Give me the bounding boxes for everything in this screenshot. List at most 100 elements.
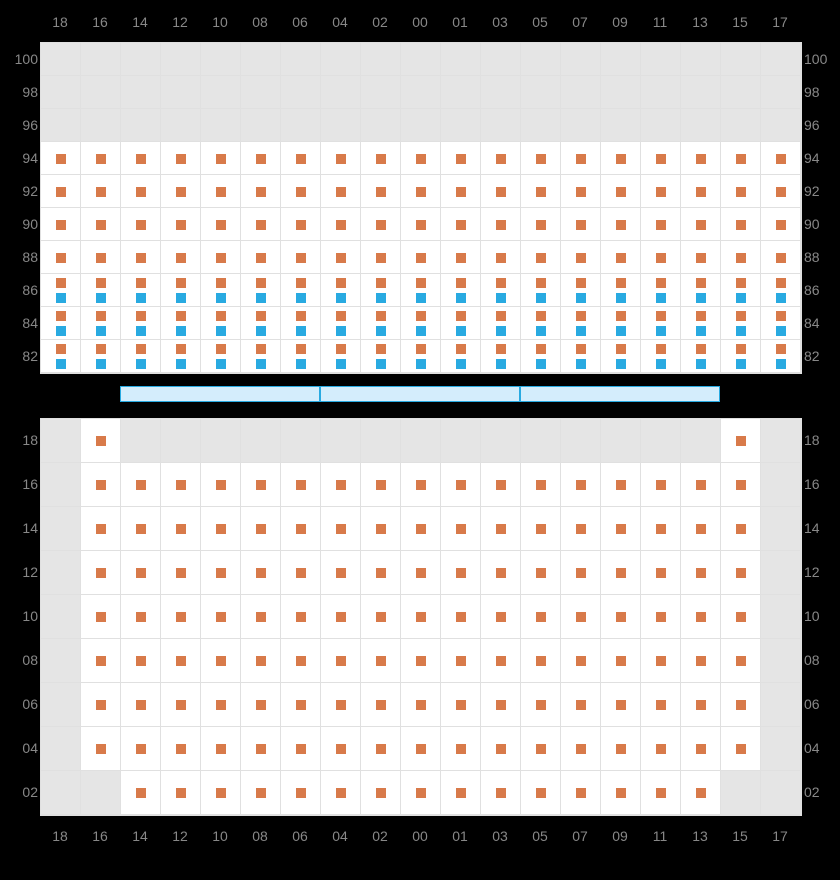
seat-marker-orange: [376, 187, 386, 197]
seat-marker-orange: [456, 480, 466, 490]
row-label-left: 08: [2, 652, 38, 668]
col-label-top: 00: [400, 14, 440, 30]
row-label-left: 90: [2, 216, 38, 232]
seat-marker-orange: [536, 154, 546, 164]
grid-cell: [681, 43, 721, 76]
seat-marker-orange: [416, 154, 426, 164]
seat-marker-orange: [656, 311, 666, 321]
seat-marker-orange: [616, 480, 626, 490]
seat-marker-orange: [176, 311, 186, 321]
seat-marker-orange: [176, 480, 186, 490]
seat-marker-orange: [416, 220, 426, 230]
row-label-right: 90: [804, 216, 840, 232]
grid-cell: [441, 43, 481, 76]
seat-marker-orange: [656, 253, 666, 263]
seat-marker-orange: [456, 220, 466, 230]
seat-marker-orange: [216, 344, 226, 354]
seat-marker-orange: [336, 344, 346, 354]
seat-marker-orange: [496, 187, 506, 197]
row-label-left: 10: [2, 608, 38, 624]
row-label-right: 12: [804, 564, 840, 580]
seat-marker-orange: [336, 744, 346, 754]
row-label-right: 96: [804, 117, 840, 133]
row-label-left: 92: [2, 183, 38, 199]
row-label-left: 100: [2, 51, 38, 67]
grid-cell: [641, 76, 681, 109]
grid-cell: [41, 683, 81, 727]
seat-marker-orange: [376, 344, 386, 354]
seat-marker-orange: [96, 700, 106, 710]
row-label-left: 86: [2, 282, 38, 298]
upper-grid: [40, 42, 802, 374]
grid-cell: [481, 43, 521, 76]
seat-marker-orange: [336, 154, 346, 164]
seat-marker-orange: [296, 220, 306, 230]
grid-cell: [161, 109, 201, 142]
seat-marker-orange: [376, 612, 386, 622]
grid-cell: [161, 43, 201, 76]
grid-cell: [401, 419, 441, 463]
grid-cell: [81, 43, 121, 76]
seat-marker-orange: [56, 220, 66, 230]
row-label-left: 94: [2, 150, 38, 166]
seat-marker-orange: [56, 311, 66, 321]
grid-cell: [601, 109, 641, 142]
seat-marker-orange: [536, 480, 546, 490]
col-label-bottom: 09: [600, 828, 640, 844]
seat-marker-orange: [496, 220, 506, 230]
seat-marker-orange: [736, 154, 746, 164]
stage-segment: [520, 386, 720, 402]
seat-marker-orange: [736, 612, 746, 622]
seat-marker-orange: [376, 656, 386, 666]
seat-marker-orange: [576, 480, 586, 490]
row-label-right: 10: [804, 608, 840, 624]
seat-marker-orange: [376, 700, 386, 710]
seat-marker-orange: [256, 744, 266, 754]
seat-marker-orange: [136, 700, 146, 710]
seat-marker-orange: [376, 788, 386, 798]
seat-marker-orange: [296, 480, 306, 490]
seat-marker-orange: [696, 278, 706, 288]
seat-marker-orange: [616, 700, 626, 710]
seat-marker-orange: [696, 656, 706, 666]
stage-segment: [320, 386, 520, 402]
seat-marker-orange: [256, 311, 266, 321]
seat-marker-orange: [696, 700, 706, 710]
seat-marker-orange: [576, 253, 586, 263]
col-label-top: 03: [480, 14, 520, 30]
seat-marker-orange: [616, 154, 626, 164]
col-label-top: 04: [320, 14, 360, 30]
seat-marker-orange: [736, 524, 746, 534]
col-label-top: 13: [680, 14, 720, 30]
seat-marker-orange: [616, 744, 626, 754]
seat-marker-orange: [376, 311, 386, 321]
seat-marker-blue: [336, 359, 346, 369]
seat-marker-orange: [376, 278, 386, 288]
seat-marker-orange: [776, 220, 786, 230]
seat-marker-orange: [696, 612, 706, 622]
seat-marker-orange: [496, 278, 506, 288]
seat-marker-orange: [416, 278, 426, 288]
seat-marker-orange: [416, 524, 426, 534]
seat-marker-orange: [256, 278, 266, 288]
seat-marker-orange: [176, 253, 186, 263]
row-label-right: 98: [804, 84, 840, 100]
seat-marker-orange: [776, 311, 786, 321]
seat-marker-orange: [216, 788, 226, 798]
seat-marker-orange: [456, 612, 466, 622]
seat-marker-blue: [696, 293, 706, 303]
seat-marker-orange: [336, 480, 346, 490]
seat-marker-blue: [616, 359, 626, 369]
seat-marker-orange: [96, 744, 106, 754]
grid-cell: [281, 76, 321, 109]
seat-marker-orange: [696, 220, 706, 230]
seat-marker-blue: [576, 326, 586, 336]
seat-marker-orange: [376, 524, 386, 534]
seat-marker-orange: [96, 311, 106, 321]
row-label-left: 98: [2, 84, 38, 100]
seat-marker-orange: [576, 568, 586, 578]
col-label-bottom: 05: [520, 828, 560, 844]
seat-marker-orange: [296, 700, 306, 710]
seat-marker-blue: [416, 293, 426, 303]
grid-cell: [41, 463, 81, 507]
